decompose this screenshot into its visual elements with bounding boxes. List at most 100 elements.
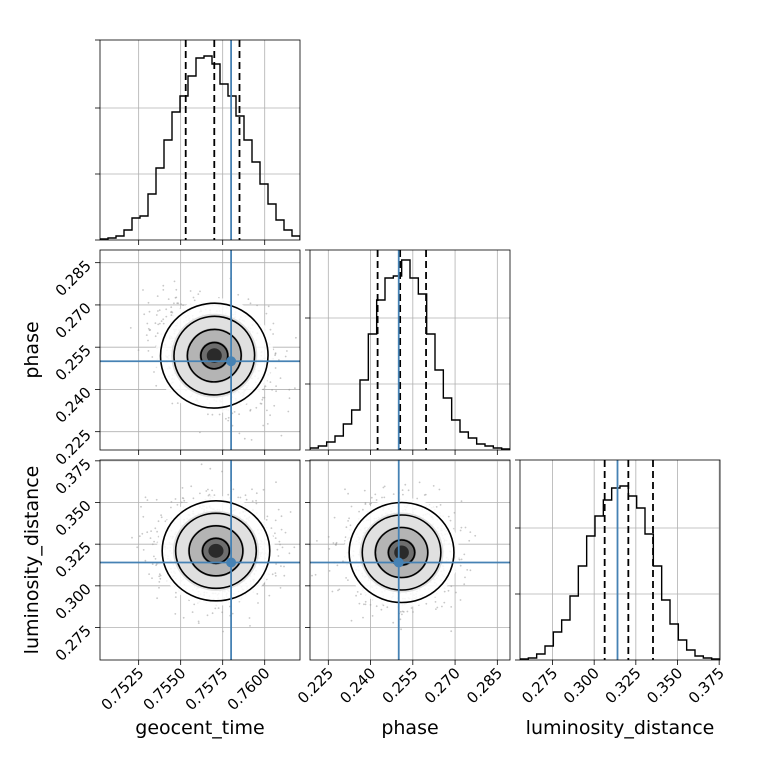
sample-point: [165, 308, 168, 311]
sample-point: [423, 494, 426, 496]
sample-point: [399, 610, 402, 613]
sample-point: [155, 384, 158, 387]
sample-point: [247, 298, 250, 301]
sample-point: [200, 463, 203, 466]
sample-point: [148, 573, 151, 575]
sample-point: [364, 503, 367, 505]
sample-point: [157, 520, 160, 523]
sample-point: [294, 387, 296, 390]
sample-point: [280, 565, 282, 567]
sample-point: [364, 600, 367, 603]
sample-point: [182, 304, 185, 306]
density-level-4: [206, 348, 222, 363]
sample-point: [460, 526, 463, 529]
ylabel-phase: phase: [21, 321, 43, 378]
sample-point: [213, 494, 216, 496]
sample-point: [374, 493, 377, 496]
sample-point: [358, 510, 360, 513]
sample-point: [344, 536, 347, 539]
sample-point: [425, 602, 428, 605]
sample-point: [173, 302, 175, 305]
truth-point: [393, 557, 404, 568]
contour-3: [200, 341, 229, 370]
sample-point: [225, 417, 227, 420]
contour-0: [161, 500, 271, 602]
contour-2: [188, 525, 244, 577]
sample-point: [436, 606, 439, 609]
sample-point: [271, 389, 273, 391]
sample-point: [274, 574, 277, 577]
sample-point: [401, 613, 403, 616]
axes-frame: [99, 39, 301, 241]
sample-point: [370, 496, 373, 499]
sample-point: [181, 487, 184, 489]
sample-point: [418, 481, 421, 484]
sample-point: [155, 498, 158, 501]
sample-point: [147, 339, 149, 342]
sample-point: [338, 588, 341, 591]
sample-point: [272, 322, 275, 325]
sample-point: [211, 413, 214, 416]
sample-point: [463, 583, 466, 586]
sample-point: [469, 569, 472, 572]
sample-point: [154, 322, 157, 325]
sample-point: [362, 508, 364, 511]
sample-point: [363, 489, 366, 492]
sample-point: [174, 613, 177, 615]
sample-point: [154, 558, 157, 560]
sample-point: [193, 299, 196, 302]
xlabel-phase: phase: [381, 717, 438, 739]
sample-point: [263, 396, 266, 399]
contour-2: [186, 328, 242, 383]
sample-point: [402, 611, 405, 613]
sample-point: [277, 508, 280, 511]
sample-point: [175, 288, 178, 291]
sample-point: [151, 563, 154, 565]
sample-point: [455, 591, 457, 594]
sample-point: [264, 385, 267, 388]
sample-point: [280, 515, 283, 518]
sample-point: [245, 498, 248, 501]
sample-point: [314, 573, 317, 576]
sample-point: [239, 496, 242, 499]
sample-point: [158, 575, 161, 578]
sample-point: [432, 485, 435, 487]
sample-point: [248, 617, 251, 619]
sample-point: [176, 302, 179, 305]
sample-point: [214, 607, 217, 610]
sample-point: [160, 514, 163, 517]
sample-point: [189, 290, 192, 292]
sample-point: [269, 381, 272, 383]
sample-point: [192, 497, 195, 500]
sample-point: [249, 408, 252, 411]
sample-point: [350, 505, 353, 508]
sample-point: [266, 515, 269, 518]
sample-point: [275, 563, 277, 565]
density-panel-geocent-time-phase-content: [100, 250, 300, 450]
sample-point: [158, 586, 160, 589]
contour-0: [159, 302, 269, 409]
sample-point: [155, 314, 158, 316]
sample-point: [262, 396, 264, 399]
sample-point: [434, 601, 437, 603]
sample-point: [460, 500, 463, 503]
axes-frame: [309, 249, 511, 451]
sample-point: [460, 558, 463, 561]
sample-point: [211, 612, 214, 615]
sample-point: [262, 424, 265, 427]
sample-point: [382, 604, 385, 607]
sample-point: [173, 280, 176, 283]
sample-point: [410, 607, 413, 609]
sample-point: [158, 573, 161, 576]
sample-point: [355, 594, 357, 597]
axes-frame: [519, 459, 721, 661]
sample-point: [159, 577, 162, 580]
sample-point: [129, 327, 132, 329]
sample-point: [362, 616, 364, 619]
sample-point: [238, 413, 241, 416]
sample-point: [469, 531, 472, 533]
sample-point: [158, 322, 161, 325]
sample-point: [269, 328, 272, 331]
sample-point: [183, 499, 186, 502]
axes-frame: [309, 459, 511, 661]
